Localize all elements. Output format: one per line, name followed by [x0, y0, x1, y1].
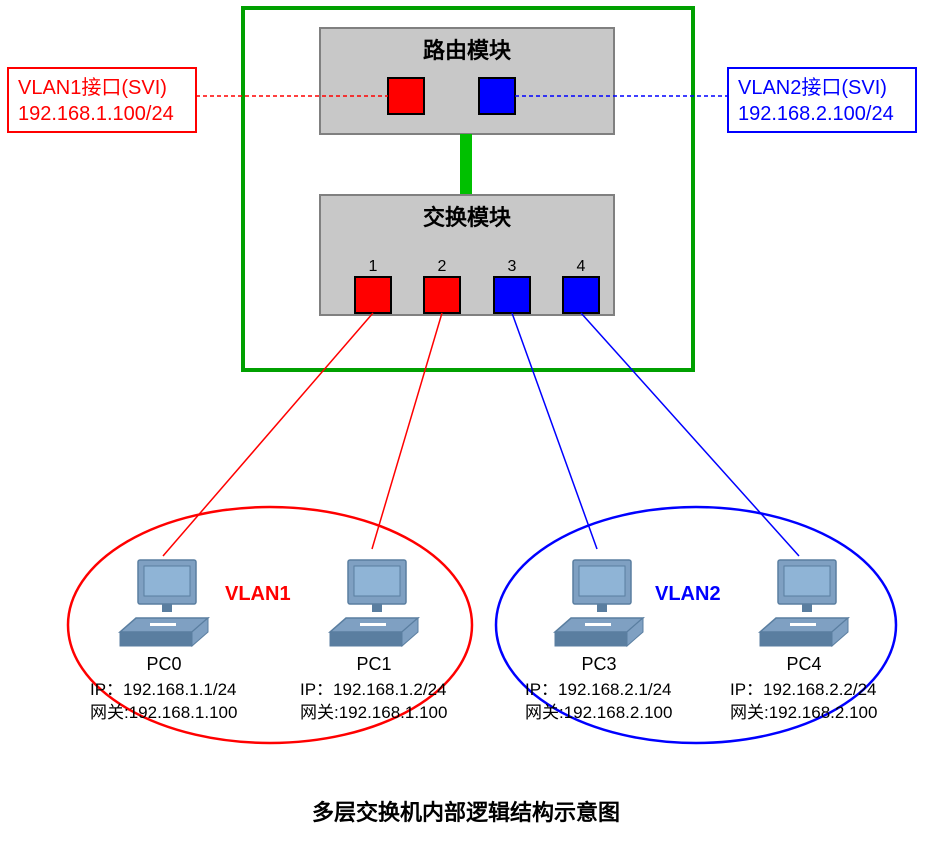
pc-3-ip: IP：192.168.2.2/24 [730, 680, 877, 699]
switch-port-4 [563, 277, 599, 313]
pc-0-name: PC0 [146, 654, 181, 674]
switch-port-label-1: 1 [369, 258, 378, 275]
switch-port-label-4: 4 [577, 258, 586, 275]
pc-3 [760, 560, 848, 646]
pc-3-gw: 网关:192.168.2.100 [730, 703, 877, 722]
switch-port-3 [494, 277, 530, 313]
diagram-caption: 多层交换机内部逻辑结构示意图 [312, 800, 620, 825]
vlan-label-1: VLAN1 [225, 583, 291, 605]
vlan-label-2: VLAN2 [655, 583, 721, 605]
cable-1 [163, 313, 373, 556]
pc-2-ip: IP：192.168.2.1/24 [525, 680, 672, 699]
cable-2 [372, 313, 442, 549]
switching-module-title: 交换模块 [423, 205, 512, 230]
switch-port-2 [424, 277, 460, 313]
routing-port-2 [479, 78, 515, 114]
pc-0-gw: 网关:192.168.1.100 [90, 703, 237, 722]
routing-module-title: 路由模块 [423, 38, 512, 63]
pc-0-ip: IP：192.168.1.1/24 [90, 680, 237, 699]
pc-0 [120, 560, 208, 646]
switch-port-label-3: 3 [508, 258, 517, 275]
switch-port-1 [355, 277, 391, 313]
pc-1-gw: 网关:192.168.1.100 [300, 703, 447, 722]
network-diagram: 路由模块交换模块 1 2 3 4 VLAN1接口(SVI) 192.168.1.100/24… [0, 0, 932, 844]
pc-1-name: PC1 [356, 654, 391, 674]
svi-left-line1: VLAN1接口(SVI) [18, 76, 167, 99]
pc-3-name: PC4 [786, 654, 821, 674]
pc-1-ip: IP：192.168.1.2/24 [300, 680, 447, 699]
cable-3 [512, 313, 597, 549]
pc-2-name: PC3 [581, 654, 616, 674]
pc-2-gw: 网关:192.168.2.100 [525, 703, 672, 722]
svi-left-line2: 192.168.1.100/24 [18, 103, 174, 125]
svi-right-line1: VLAN2接口(SVI) [738, 76, 887, 99]
svi-right-line2: 192.168.2.100/24 [738, 103, 894, 125]
cable-4 [581, 313, 799, 556]
switch-port-label-2: 2 [438, 258, 447, 275]
routing-port-1 [388, 78, 424, 114]
backplane-link [460, 134, 472, 195]
pc-1 [330, 560, 418, 646]
pc-2 [555, 560, 643, 646]
